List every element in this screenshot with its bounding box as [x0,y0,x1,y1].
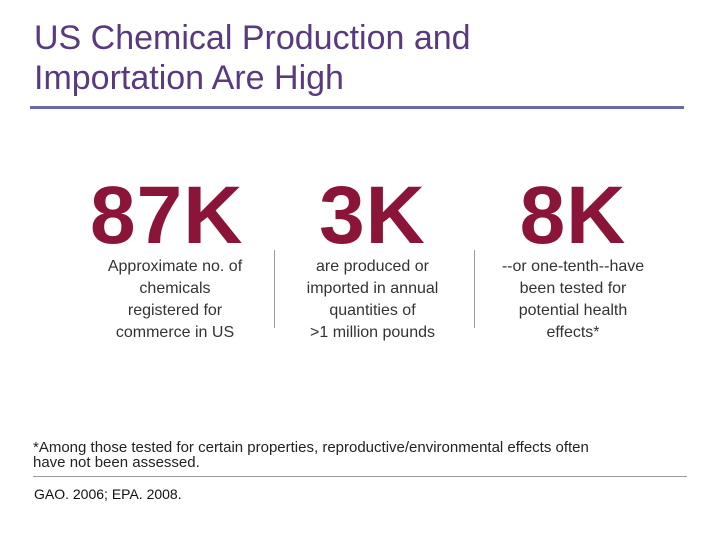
source-citation: GAO. 2006; EPA. 2008. [34,486,182,502]
footnote-line-1: *Among those tested for certain properti… [33,439,589,456]
desc-line: potential health [518,302,628,319]
title-line-2: Importation Are High [34,59,344,97]
desc-line: effects* [546,324,600,341]
desc-line: >1 million pounds [310,324,435,341]
desc-line: chemicals [139,280,211,297]
desc-line: registered for [127,302,223,319]
desc-line: Approximate no. of [107,258,243,275]
desc-line: are produced or [316,258,429,275]
stat-value: 8K [519,170,627,261]
stat-description: are produced or imported in annual quant… [290,256,455,344]
footnote-divider [33,476,687,477]
stat-description: Approximate no. of chemicals registered … [80,256,270,344]
stat-description: --or one-tenth--have been tested for pot… [478,256,668,344]
stat-tested: 8K --or one-tenth--have been tested for … [478,170,668,344]
stat-chemicals-registered: 87K Approximate no. of chemicals registe… [80,170,270,344]
stat-high-volume: 3K are produced or imported in annual qu… [290,170,455,344]
footnote: *Among those tested for certain properti… [33,440,703,470]
desc-line: commerce in US [115,324,235,341]
desc-line: imported in annual [306,280,439,297]
desc-line: --or one-tenth--have [501,258,645,275]
stat-value: 3K [319,170,426,261]
stat-value: 87K [90,170,244,261]
column-separator [474,250,475,328]
desc-line: quantities of [329,302,416,319]
desc-line: been tested for [519,280,627,297]
footnote-line-2: have not been assessed. [33,454,200,471]
slide-title: US Chemical Production and Importation A… [34,18,674,98]
title-line-1: US Chemical Production and [34,19,471,57]
column-separator [274,250,275,328]
title-divider [30,106,684,109]
